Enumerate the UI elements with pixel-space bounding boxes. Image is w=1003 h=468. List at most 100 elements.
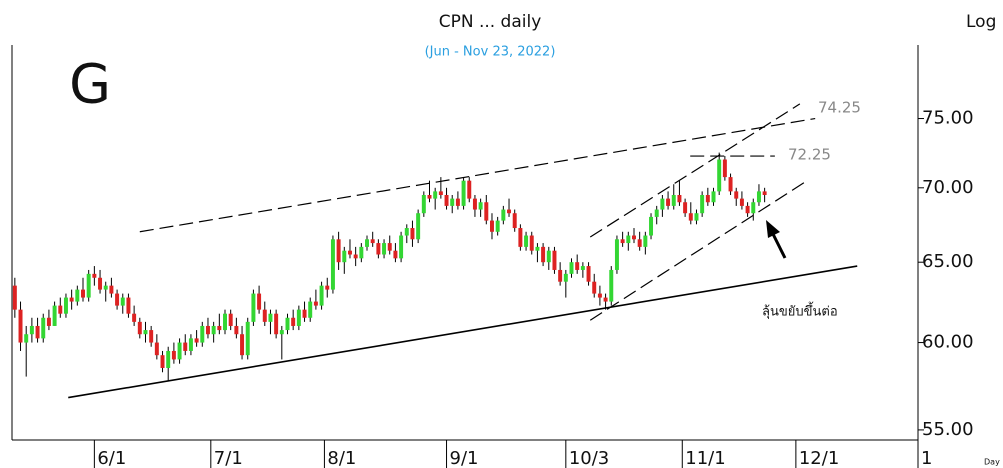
- candle-body: [518, 228, 523, 247]
- candle-body: [399, 235, 404, 259]
- scale-label: Log: [966, 12, 996, 32]
- candle-body: [285, 317, 290, 331]
- candle-body: [69, 297, 74, 302]
- candle-body: [109, 285, 114, 294]
- candle-body: [188, 338, 193, 351]
- candle-body: [495, 220, 500, 232]
- candle-body: [427, 194, 432, 199]
- candle-body: [535, 246, 540, 251]
- candle-body: [18, 309, 23, 343]
- candle-body: [183, 342, 188, 351]
- candle-body: [177, 342, 182, 360]
- candle-body: [603, 297, 608, 302]
- candle-body: [597, 293, 602, 298]
- candle-body: [688, 213, 693, 221]
- trend-line: [589, 103, 801, 238]
- candle-body: [302, 309, 307, 318]
- candle-body: [614, 239, 619, 270]
- candle-body: [370, 239, 375, 244]
- candle-body: [694, 213, 699, 221]
- candle-body: [92, 273, 97, 278]
- candle-body: [291, 317, 296, 326]
- candle-body: [251, 293, 256, 322]
- candle-body: [438, 191, 443, 195]
- candle-body: [700, 194, 705, 214]
- panel-label: G: [69, 53, 111, 116]
- candle-body: [580, 266, 585, 270]
- candle-body: [296, 309, 301, 326]
- candle-body: [592, 281, 597, 294]
- candle-body: [472, 198, 477, 210]
- period-label: Day: [984, 458, 1000, 467]
- candle-body: [649, 216, 654, 236]
- candle-body: [115, 293, 120, 306]
- candle-body: [609, 269, 614, 302]
- candle-body: [501, 209, 506, 221]
- candle-body: [756, 191, 761, 203]
- candle-body: [319, 285, 324, 306]
- candle-body: [211, 325, 216, 335]
- candle-body: [359, 246, 364, 259]
- candle-body: [132, 313, 137, 322]
- candle-body: [205, 325, 210, 335]
- y-tick-label: 75.00: [922, 108, 974, 129]
- chart-title: CPN ... daily: [439, 12, 542, 32]
- candle-body: [308, 301, 313, 318]
- x-tick-label: 7/1: [214, 448, 243, 468]
- candle-body: [393, 250, 398, 259]
- candle-body: [279, 330, 284, 335]
- candle-body: [489, 220, 494, 232]
- candle-body: [347, 250, 352, 255]
- candle-body: [63, 297, 68, 314]
- candle-body: [745, 205, 750, 214]
- candle-body: [171, 350, 176, 360]
- candle-body: [461, 180, 466, 206]
- candle-body: [313, 301, 318, 306]
- candle-body: [450, 198, 455, 206]
- x-tick-label: 10/3: [569, 448, 609, 468]
- candle-body: [98, 277, 103, 290]
- candle-body: [484, 202, 489, 221]
- y-tick-label: 55.00: [922, 419, 974, 440]
- candle-body: [507, 209, 512, 214]
- candle-body: [382, 243, 387, 255]
- candle-body: [245, 321, 250, 356]
- candle-body: [200, 325, 205, 343]
- candle-body: [325, 285, 330, 290]
- candle-body: [478, 202, 483, 210]
- candle-body: [671, 194, 676, 206]
- candle-body: [620, 239, 625, 244]
- candle-body: [223, 313, 227, 331]
- candle-body: [410, 228, 415, 240]
- candle-body: [631, 235, 636, 240]
- candle-body: [728, 177, 733, 192]
- candle-body: [126, 297, 131, 314]
- candle-body: [52, 305, 57, 326]
- candle-body: [569, 262, 574, 274]
- candle-body: [387, 243, 392, 251]
- candle-body: [81, 289, 85, 298]
- candle-body: [654, 209, 659, 217]
- candle-body: [660, 198, 665, 210]
- candle-body: [683, 202, 688, 214]
- candle-body: [762, 191, 767, 195]
- candle-body: [137, 321, 142, 335]
- arrow: [770, 231, 787, 259]
- candle-body: [58, 305, 63, 314]
- candle-body: [154, 342, 159, 356]
- y-tick-label: 60.00: [922, 332, 974, 353]
- candle-body: [143, 330, 148, 335]
- candle-body: [376, 243, 381, 255]
- candle-body: [274, 313, 279, 335]
- arrow-head: [766, 220, 780, 238]
- candle-body: [705, 194, 710, 203]
- candle-body: [103, 285, 108, 290]
- candle-body: [194, 338, 199, 343]
- candle-body: [12, 285, 17, 310]
- candle-body: [416, 213, 421, 240]
- x-tick-label: 9/1: [450, 448, 479, 468]
- candle-body: [734, 191, 739, 199]
- candle-body: [234, 325, 239, 335]
- candle-body: [677, 194, 682, 203]
